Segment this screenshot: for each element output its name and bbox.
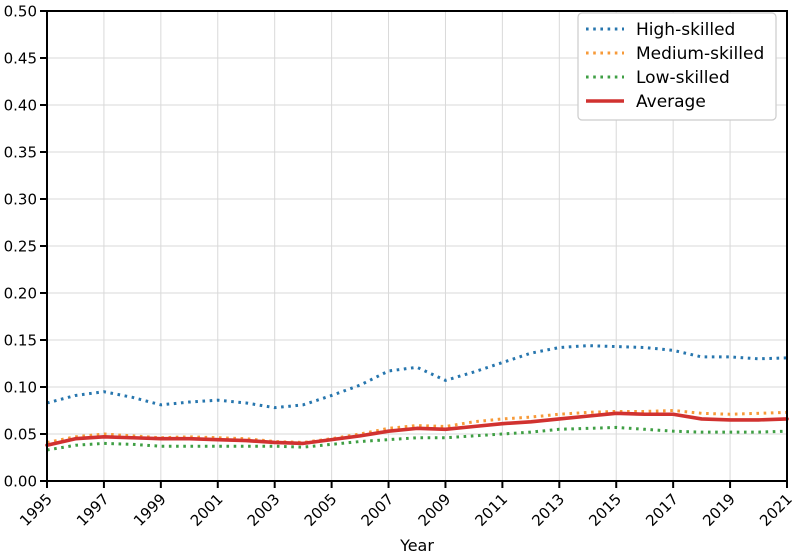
x-tick-label: 2021 — [756, 490, 796, 530]
legend-label: Medium-skilled — [636, 44, 764, 64]
series-average-line — [45, 411, 789, 448]
legend: High-skilled Medium-skilled Low-skilled Ave… — [577, 12, 777, 121]
x-tick-label: 2019 — [699, 490, 739, 530]
x-tick-label: 2003 — [244, 490, 284, 530]
x-tick-label: 1997 — [73, 490, 113, 530]
y-tick-label: 0.50 — [4, 3, 37, 21]
x-tick-label: 2001 — [187, 490, 227, 530]
series-high-skilled-line — [46, 344, 788, 410]
x-tick-label: 2009 — [415, 490, 455, 530]
y-tick-label: 0.15 — [4, 332, 37, 350]
y-tick-label: 0.35 — [4, 144, 37, 162]
x-tick-label: 2011 — [471, 490, 511, 530]
y-tick-label: 0.20 — [4, 285, 37, 303]
y-tick-label: 0.30 — [4, 191, 37, 209]
series-low-skilled-line — [46, 425, 788, 452]
x-tick-label: 2015 — [585, 490, 625, 530]
legend-label: Low-skilled — [636, 68, 730, 88]
y-tick-label: 0.40 — [4, 97, 37, 115]
x-tick-label: 1995 — [16, 490, 56, 530]
legend-item: Medium-skilled — [586, 44, 764, 64]
y-tick-label: 0.00 — [4, 473, 37, 491]
series-group — [45, 344, 789, 452]
legend-label: High-skilled — [636, 20, 735, 40]
y-tick-label: 0.45 — [4, 50, 37, 68]
x-tick-label: 2007 — [358, 490, 398, 530]
x-tick-label: 2005 — [301, 490, 341, 530]
legend-box — [577, 12, 777, 121]
y-tick-label: 0.25 — [4, 238, 37, 256]
x-axis-title: Year — [399, 536, 434, 555]
legend-item: High-skilled — [586, 20, 735, 40]
y-tick-label: 0.05 — [4, 426, 37, 444]
x-tick-label: 2013 — [528, 490, 568, 530]
y-tick-label: 0.10 — [4, 379, 37, 397]
legend-item: Low-skilled — [586, 68, 730, 88]
legend-item: Average — [586, 92, 706, 112]
x-tick-label: 2017 — [642, 490, 682, 530]
x-tick-label: 1999 — [130, 490, 170, 530]
legend-label: Average — [636, 92, 706, 112]
